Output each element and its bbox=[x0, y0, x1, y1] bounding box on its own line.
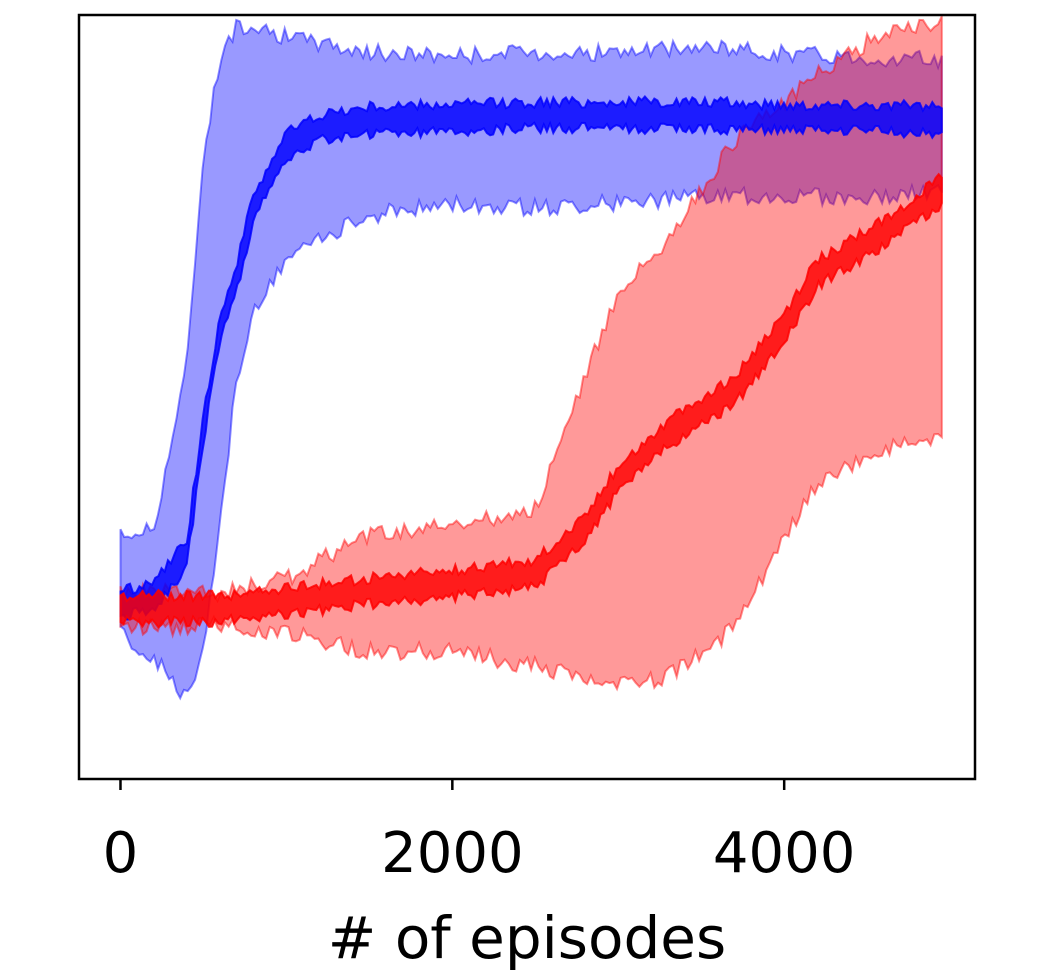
plot-frame bbox=[77, 13, 977, 781]
series-2-band bbox=[119, 15, 943, 692]
series-1-line bbox=[119, 94, 943, 621]
x-tick-label: 0 bbox=[103, 821, 139, 886]
plot-area bbox=[119, 15, 943, 701]
x-tick-label: 2000 bbox=[381, 821, 524, 886]
x-tick-label: 4000 bbox=[713, 821, 856, 886]
x-axis: 0 2000 4000 bbox=[103, 779, 856, 886]
x-axis-label: # of episodes bbox=[328, 904, 726, 972]
series-2-line bbox=[119, 172, 943, 629]
